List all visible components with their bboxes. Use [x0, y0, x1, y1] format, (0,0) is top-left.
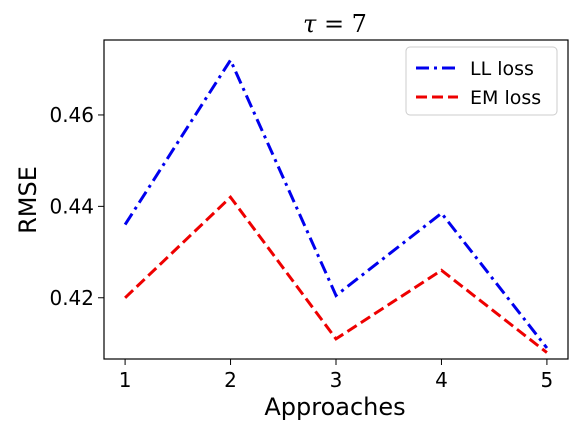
chart-title: τ = 7 — [303, 10, 367, 38]
legend: LL loss EM loss — [405, 46, 558, 116]
y-tick-label: 0.44 — [49, 194, 94, 218]
y-axis: 0.42 0.44 0.46 — [49, 103, 104, 310]
y-axis-label: RMSE — [14, 166, 42, 234]
legend-label: EM loss — [470, 87, 541, 109]
y-tick-label: 0.46 — [49, 103, 94, 127]
legend-box — [405, 46, 558, 116]
x-tick-label: 5 — [541, 368, 554, 392]
series-line-2 — [124, 194, 548, 354]
series-line-1 — [123, 56, 549, 349]
legend-label: LL loss — [470, 58, 534, 80]
x-axis: 1 2 3 4 5 — [119, 359, 554, 392]
y-tick-label: 0.42 — [49, 286, 94, 310]
title-value: = 7 — [316, 10, 367, 38]
x-tick-label: 1 — [119, 368, 132, 392]
x-axis-label: Approaches — [264, 393, 405, 421]
title-variable: τ — [303, 10, 317, 38]
plot-area — [123, 56, 549, 354]
x-tick-label: 2 — [224, 368, 237, 392]
x-tick-label: 4 — [435, 368, 448, 392]
x-tick-label: 3 — [330, 368, 343, 392]
